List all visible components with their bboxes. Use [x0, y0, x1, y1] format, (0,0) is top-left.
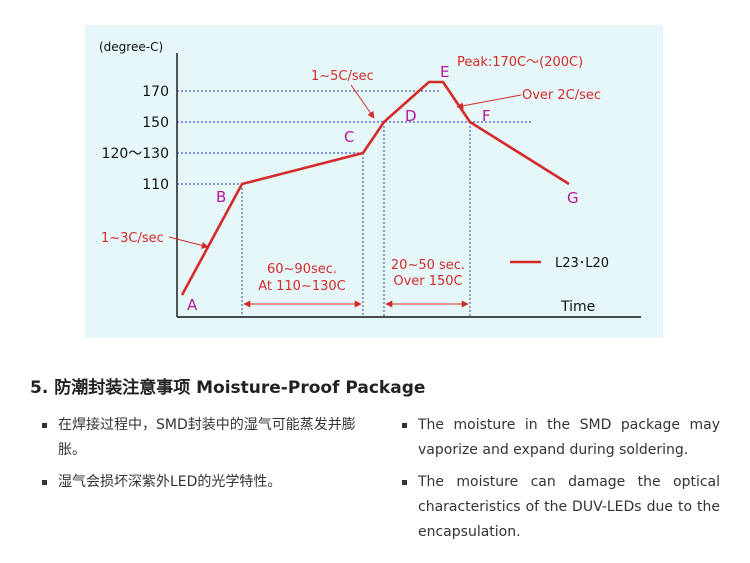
- reflow-curve: [180, 80, 570, 296]
- over-2-arrow: [456, 94, 522, 110]
- point-label-a: A: [187, 296, 198, 314]
- interval-2-sublabel: Over 150C: [393, 274, 462, 289]
- y-tick-150: 150: [142, 115, 169, 131]
- list-item: 湿气会损坏深紫外LED的光学特性。: [38, 470, 368, 495]
- point-label-e: E: [440, 63, 449, 81]
- list-item-text: The moisture in the SMD package may vapo…: [418, 417, 720, 458]
- interval-2-label: 20~50 sec.: [391, 258, 465, 273]
- list-item: The moisture in the SMD package may vapo…: [398, 413, 720, 463]
- bullet-list-chinese: 在焊接过程中，SMD封装中的湿气可能蒸发并膨胀。 湿气会损坏深紫外LED的光学特…: [38, 413, 368, 502]
- ramp-1-3-arrow: [168, 236, 209, 249]
- y-tick-170: 170: [142, 84, 169, 100]
- point-label-c: C: [344, 128, 354, 146]
- y-tick-110: 110: [142, 177, 169, 193]
- square-bullet-icon: [42, 480, 47, 485]
- chart-background: [85, 25, 663, 338]
- list-item: 在焊接过程中，SMD封装中的湿气可能蒸发并膨胀。: [38, 413, 368, 463]
- point-label-g: G: [567, 189, 579, 207]
- point-label-f: F: [482, 107, 491, 125]
- ramp-1-5-annotation: 1~5C/sec: [311, 69, 374, 84]
- square-bullet-icon: [42, 423, 47, 428]
- y-tick-120-130: 120～130: [102, 146, 169, 162]
- y-unit-label: (degree-C): [99, 40, 163, 54]
- interval-1-sublabel: At 110~130C: [258, 279, 346, 294]
- square-bullet-icon: [402, 480, 407, 485]
- section-title: 5. 防潮封装注意事项 Moisture-Proof Package: [30, 378, 426, 398]
- ramp-1-5-arrow: [350, 84, 375, 119]
- reflow-profile-chart: (degree-C) Time 170 150 120～130 110 A B …: [85, 25, 663, 338]
- list-item: The moisture can damage the optical char…: [398, 470, 720, 545]
- ramp-1-3-annotation: 1~3C/sec: [101, 231, 164, 246]
- bullet-list-english: The moisture in the SMD package may vapo…: [398, 413, 720, 552]
- x-axis-label: Time: [560, 299, 595, 315]
- interval-1-label: 60~90sec.: [267, 262, 337, 277]
- list-item-text: 湿气会损坏深紫外LED的光学特性。: [58, 474, 282, 490]
- point-label-b: B: [216, 188, 226, 206]
- legend-label: L23･L20: [555, 256, 609, 271]
- list-item-text: 在焊接过程中，SMD封装中的湿气可能蒸发并膨胀。: [58, 417, 356, 458]
- over-2-annotation: Over 2C/sec: [522, 88, 601, 103]
- square-bullet-icon: [402, 423, 407, 428]
- peak-annotation: Peak:170C～(200C): [457, 55, 583, 70]
- point-label-d: D: [405, 107, 417, 125]
- list-item-text: The moisture can damage the optical char…: [418, 474, 720, 540]
- reflow-profile-svg: (degree-C) Time 170 150 120～130 110 A B …: [85, 25, 663, 338]
